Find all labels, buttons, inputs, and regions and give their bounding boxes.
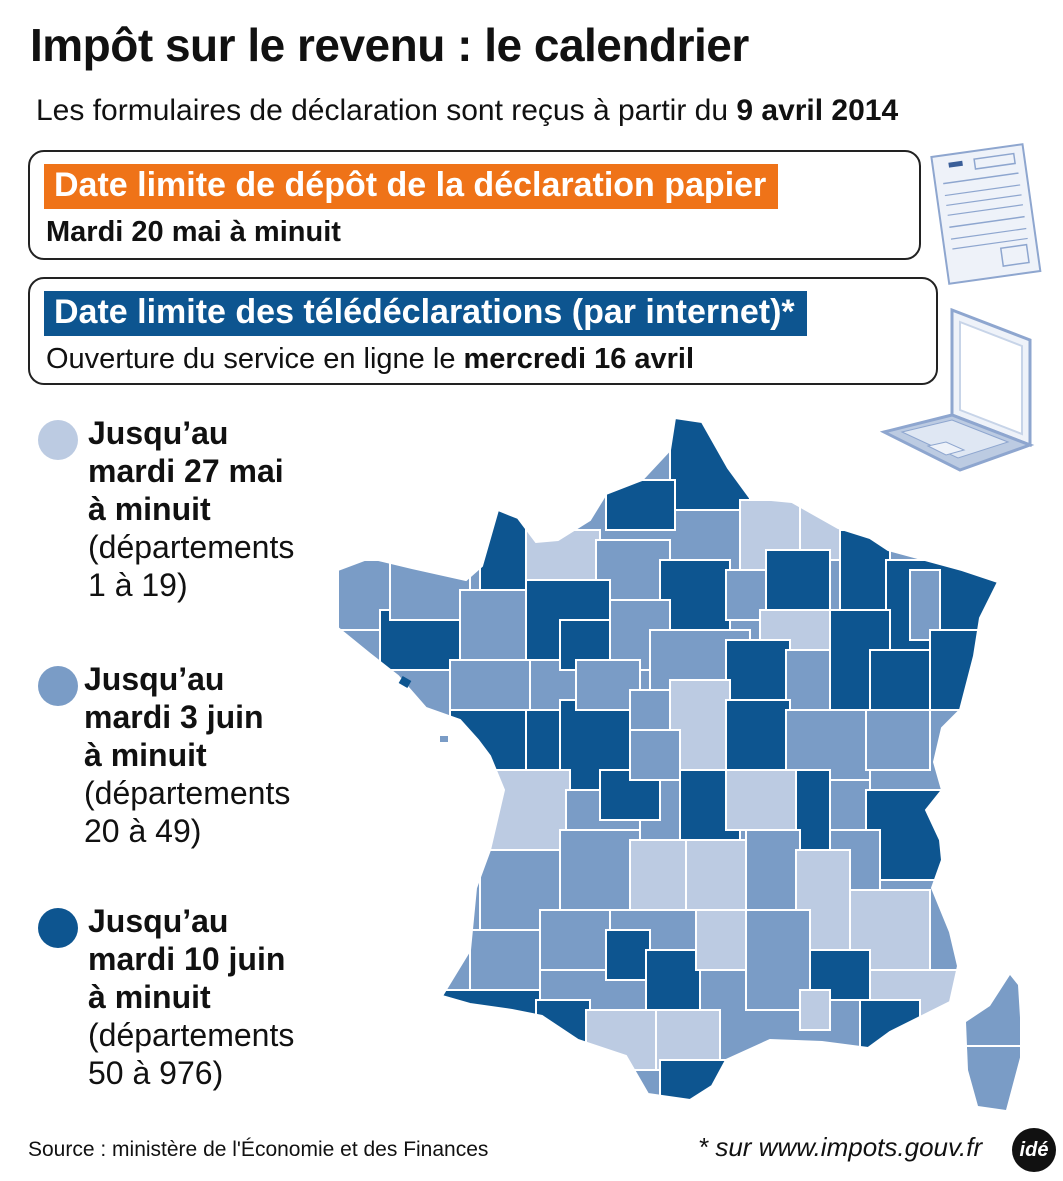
legend-dot-mid: [38, 666, 78, 706]
legend-dept-range: 20 à 49): [84, 813, 202, 849]
legend-label: Jusqu’au: [88, 903, 229, 939]
laptop-icon: [880, 307, 1035, 472]
legend-dept-range: 1 à 19): [88, 567, 188, 603]
legend-dept-range: 50 à 976): [88, 1055, 224, 1091]
online-opening-date: mercredi 16 avril: [463, 343, 695, 375]
legend-label: Jusqu’au: [84, 661, 225, 697]
paper-deadline-heading: Date limite de dépôt de la déclaration p…: [44, 164, 779, 209]
footnote-text: * sur www.impots.gouv.fr: [698, 1132, 983, 1162]
subtitle: Les formulaires de déclaration sont reçu…: [36, 94, 898, 128]
legend-time: à minuit: [88, 979, 211, 1015]
paper-deadline-box: Date limite de dépôt de la déclaration p…: [28, 150, 921, 260]
subtitle-text: Les formulaires de déclaration sont reçu…: [36, 94, 737, 127]
legend-dept-label: (départements: [88, 529, 295, 565]
legend-dept-label: (départements: [88, 1017, 295, 1053]
legend-deadline: mardi 10 juin: [88, 941, 286, 977]
legend-dot-dark: [38, 908, 78, 948]
online-opening-text: Ouverture du service en ligne le: [46, 343, 464, 375]
legend-label: Jusqu’au: [88, 415, 229, 451]
legend-deadline: mardi 27 mai: [88, 453, 284, 489]
online-deadline-box: Date limite des télédéclarations (par in…: [28, 277, 938, 385]
legend-dept-label: (départements: [84, 775, 291, 811]
paper-deadline-date: Mardi 20 mai à minuit: [46, 216, 341, 248]
france-departements-map: [337, 416, 1020, 1110]
tax-form-icon: [930, 143, 1042, 285]
source-text: Source : ministère de l'Économie et des …: [28, 1138, 489, 1161]
subtitle-date: 9 avril 2014: [736, 94, 899, 127]
legend-deadline: mardi 3 juin: [84, 699, 264, 735]
legend-time: à minuit: [88, 491, 211, 527]
online-opening: Ouverture du service en ligne le mercred…: [46, 343, 694, 376]
legend-dot-light: [38, 420, 78, 460]
publisher-logo: idé: [1012, 1128, 1056, 1172]
page-title: Impôt sur le revenu : le calendrier: [30, 19, 749, 71]
legend-time: à minuit: [84, 737, 207, 773]
online-deadline-heading: Date limite des télédéclarations (par in…: [44, 291, 807, 336]
